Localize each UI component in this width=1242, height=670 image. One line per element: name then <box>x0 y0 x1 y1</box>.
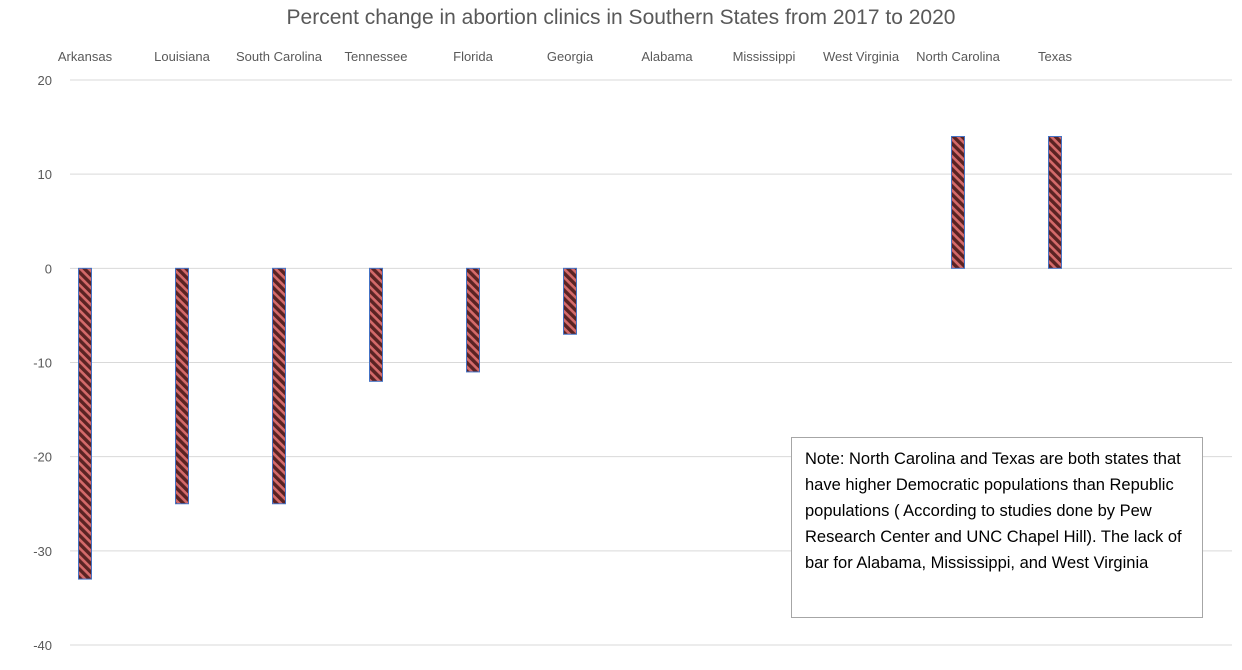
y-tick-label: -40 <box>33 638 52 653</box>
note-box: Note: North Carolina and Texas are both … <box>791 437 1203 618</box>
bar-arkansas <box>78 267 92 580</box>
category-label: Arkansas <box>58 49 113 64</box>
bars <box>78 136 1062 580</box>
y-tick-label: 10 <box>38 167 52 182</box>
y-tick-label: -10 <box>33 356 52 371</box>
bar-louisiana <box>175 267 189 505</box>
category-label: Georgia <box>547 49 594 64</box>
category-label: North Carolina <box>916 49 1001 64</box>
y-axis-ticks: 20 10 0 -10 -20 -30 -40 <box>33 73 52 653</box>
y-tick-label: 0 <box>45 261 52 276</box>
category-label: West Virginia <box>823 49 900 64</box>
bar-tennessee <box>369 267 383 382</box>
category-label: Texas <box>1038 49 1072 64</box>
category-label: South Carolina <box>236 49 323 64</box>
category-label: Florida <box>453 49 494 64</box>
category-label: Alabama <box>641 49 693 64</box>
bar-north-carolina <box>951 136 965 269</box>
gridlines <box>70 79 1232 646</box>
note-text: Note: North Carolina and Texas are both … <box>805 450 1182 572</box>
category-label: Mississippi <box>733 49 796 64</box>
bar-south-carolina <box>272 267 286 505</box>
chart-title: Percent change in abortion clinics in So… <box>287 6 956 29</box>
category-labels: Arkansas Louisiana South Carolina Tennessee… <box>58 49 1073 64</box>
bar-texas <box>1048 136 1062 269</box>
bar-florida <box>466 267 480 373</box>
category-label: Louisiana <box>154 49 210 64</box>
y-tick-label: 20 <box>38 73 52 88</box>
bar-georgia <box>563 267 577 335</box>
category-label: Tennessee <box>345 49 408 64</box>
y-tick-label: -20 <box>33 450 52 465</box>
y-tick-label: -30 <box>33 544 52 559</box>
